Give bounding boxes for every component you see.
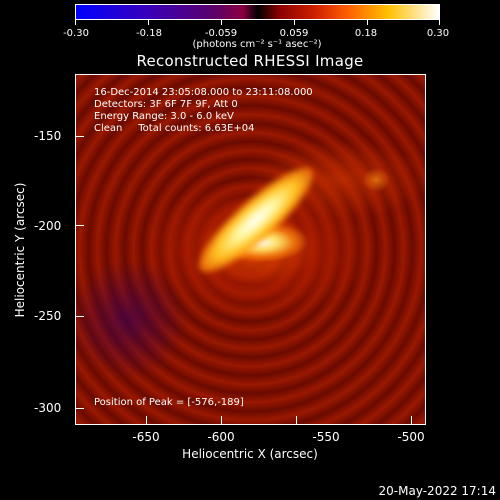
y-tickmark [75, 316, 84, 317]
detectors-text: Detectors: 3F 6F 7F 9F, Att 0 [94, 99, 238, 110]
rhessi-image: 16-Dec-2014 23:05:08.000 to 23:11:08.000… [75, 74, 426, 425]
x-tickmark [221, 416, 222, 425]
x-tickmark [146, 416, 147, 425]
x-axis-label: Heliocentric X (arcsec) [182, 447, 318, 461]
colorbar-tickmark [75, 20, 76, 25]
x-tickmark [411, 416, 412, 425]
image-info: 16-Dec-2014 23:05:08.000 to 23:11:08.000… [94, 87, 313, 135]
y-tickmark [75, 225, 84, 226]
y-tickmark [75, 408, 84, 409]
colorbar-tickmark [367, 20, 368, 25]
colorbar-tickmark [439, 20, 440, 25]
y-tickmark [75, 136, 84, 137]
x-tick-label: -550 [312, 430, 340, 444]
colorbar-tickmark [294, 20, 295, 25]
colorbar [75, 4, 440, 20]
y-tick-label: -300 [34, 401, 62, 415]
energy-range-text: Energy Range: 3.0 - 6.0 keV [94, 111, 234, 122]
y-tick-label: -150 [34, 129, 62, 143]
timestamp: 20-May-2022 17:14 [378, 484, 496, 498]
y-tick-label: -200 [34, 219, 62, 233]
clean-text: Clean Total counts: 6.63E+04 [94, 123, 255, 134]
time-range-text: 16-Dec-2014 23:05:08.000 to 23:11:08.000 [94, 87, 313, 98]
colorbar-tick-label: -0.18 [136, 28, 162, 39]
flare-source [186, 154, 326, 286]
colorbar-units: (photons cm⁻² s⁻¹ asec⁻²) [192, 39, 322, 50]
colorbar-tickmark [148, 20, 149, 25]
x-tickmark [296, 416, 297, 425]
colorbar-tick-label: 0.059 [279, 28, 309, 39]
x-tick-label: -650 [132, 430, 160, 444]
peak-position-text: Position of Peak = [-576,-189] [94, 397, 244, 408]
colorbar-tick-label: 0.18 [354, 28, 378, 39]
colorbar-tick-label: -0.059 [204, 28, 238, 39]
x-tick-label: -600 [207, 430, 235, 444]
image-title: Reconstructed RHESSI Image [136, 52, 364, 70]
y-tick-label: -250 [34, 309, 62, 323]
y-axis-label: Heliocentric Y (arcsec) [13, 182, 27, 318]
colorbar-tick-label: 0.30 [426, 28, 450, 39]
colorbar-tickmark [221, 20, 222, 25]
colorbar-tick-label: -0.30 [63, 28, 89, 39]
x-tick-label: -500 [397, 430, 425, 444]
